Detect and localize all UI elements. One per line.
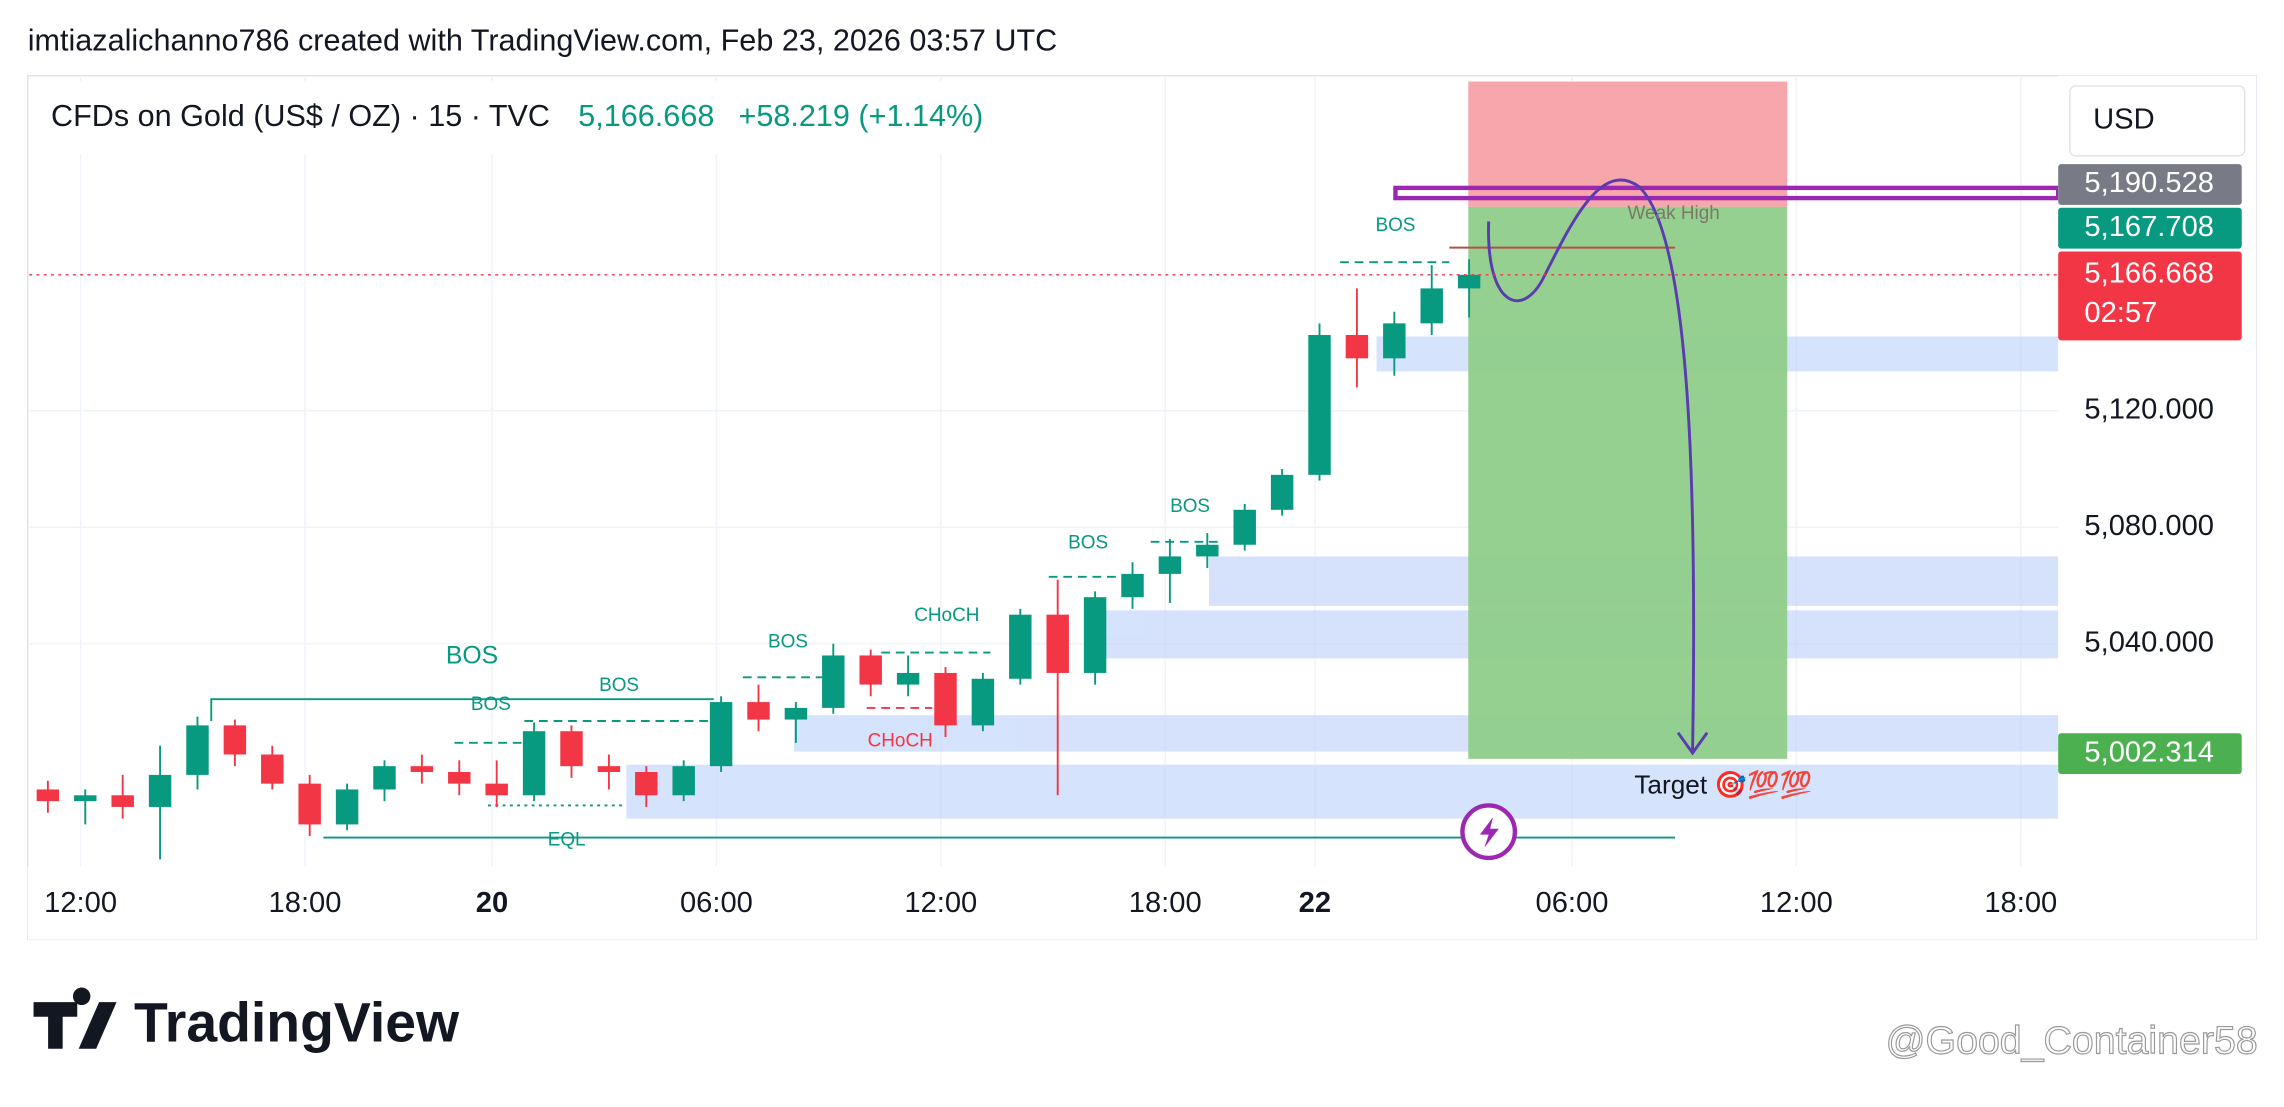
- candle-body: [822, 655, 845, 708]
- legend-bg: [29, 81, 1049, 155]
- candle-body: [560, 731, 583, 767]
- y-tick-label: 5,040.000: [2084, 626, 2214, 658]
- currency[interactable]: USD: [2093, 104, 2155, 136]
- line: [210, 698, 714, 722]
- y-tick-label: 5,080.000: [2084, 510, 2214, 542]
- candle-body: [747, 702, 770, 720]
- candle-body: [971, 678, 995, 726]
- watermark: @Good_Container58: [1886, 1018, 2258, 1062]
- candle-body: [1083, 597, 1107, 673]
- time-axis-bg: [27, 866, 2059, 940]
- candle-body: [148, 774, 172, 807]
- price-label: 5,190.528: [2084, 167, 2214, 199]
- projection-arrow: [1487, 178, 1709, 756]
- candle-body: [448, 771, 471, 784]
- price-label: 5,167.708: [2084, 211, 2214, 243]
- annotations: BOS BOS BOS BOS CHoCH CHoCH BOS BOS BOS …: [446, 203, 1812, 850]
- price-label-box: [2058, 164, 2242, 205]
- candle-body: [597, 766, 621, 772]
- symbol-last: 5,166.668: [578, 99, 714, 133]
- credit: imtiazalichanno786 created with TradingV…: [28, 23, 1058, 57]
- annotation: Weak High: [1628, 203, 1720, 224]
- countdown: 02:57: [2084, 297, 2157, 329]
- x-tick-label: 18:00: [1984, 887, 2057, 919]
- annotation: BOS: [446, 642, 498, 669]
- x-tick-label: 18:00: [269, 887, 342, 919]
- candle-body: [1383, 323, 1406, 359]
- candle-body: [1457, 274, 1481, 289]
- x-tick-label: 18:00: [1129, 887, 1202, 919]
- zone: [793, 715, 2059, 752]
- annotation: BOS: [1170, 496, 1210, 517]
- candle-body: [522, 731, 546, 796]
- candle-body: [111, 795, 134, 807]
- candle-body: [335, 789, 359, 825]
- candle-body: [74, 795, 97, 802]
- candle-body: [896, 672, 920, 685]
- candle-body: [1270, 474, 1294, 510]
- annotation: CHoCH: [914, 605, 979, 626]
- candle-body: [36, 789, 60, 802]
- axes: 12:00 18:00 20 06:00 12:00 18:00 22 06:00 12:00 1…: [29, 164, 2242, 919]
- x-tick-label: 06:00: [680, 887, 753, 919]
- candle-body: [373, 766, 396, 790]
- candle-body: [784, 707, 808, 720]
- candle-body: [635, 771, 658, 796]
- candle-body: [298, 783, 321, 825]
- y-tick-label: 5,120.000: [2084, 393, 2214, 425]
- candle-body: [1196, 544, 1219, 557]
- candle-body: [1158, 556, 1182, 574]
- annotation: BOS: [768, 631, 808, 652]
- candle-body: [934, 672, 957, 726]
- candle-body: [1121, 573, 1144, 598]
- structure-lines: [210, 246, 1676, 839]
- candle-body: [859, 655, 882, 685]
- annotation: BOS: [599, 675, 639, 696]
- currency-button[interactable]: [2069, 85, 2246, 157]
- x-tick-label: 20: [476, 887, 508, 919]
- annotation: BOS: [1068, 532, 1108, 553]
- annotation: BOS: [1375, 215, 1415, 236]
- bolt: [1479, 817, 1499, 848]
- x-tick-label: 06:00: [1536, 887, 1609, 919]
- x-tick-label: 12:00: [904, 887, 977, 919]
- logo-mark: [33, 987, 117, 1049]
- annotation: CHoCH: [868, 730, 933, 751]
- candle-body: [1009, 614, 1032, 679]
- x-tick-label: 22: [1299, 887, 1331, 919]
- candle-body: [223, 725, 247, 755]
- price-label-box: [2058, 251, 2242, 341]
- candle-body: [1345, 335, 1369, 359]
- candle-body: [1046, 614, 1069, 673]
- price-axis-bg: [2058, 75, 2257, 940]
- zone: [626, 764, 2059, 819]
- candle-body: [410, 766, 434, 772]
- symbol-change: +58.219 (+1.14%): [739, 99, 984, 133]
- symbol-name: CFDs on Gold (US$ / OZ) · 15 · TVC: [51, 99, 550, 133]
- candle-body: [672, 766, 695, 796]
- price-label: 5,002.314: [2084, 736, 2214, 768]
- annotation: BOS: [471, 694, 511, 715]
- x-tick-label: 12:00: [44, 887, 117, 919]
- x-tick-label: 12:00: [1760, 887, 1833, 919]
- candle-body: [186, 725, 209, 775]
- candle-body: [1233, 509, 1256, 545]
- candle-body: [261, 754, 284, 784]
- price-label: 5,166.668: [2084, 257, 2214, 289]
- annotation: EQL: [548, 829, 586, 850]
- price-label-box: [2058, 207, 2242, 249]
- candles: [36, 259, 1481, 860]
- candle-body: [1308, 335, 1331, 475]
- target-zone: [1468, 206, 1788, 759]
- price-label-box: [2058, 733, 2242, 774]
- candle-body: [709, 702, 733, 767]
- logo: TradingView: [134, 992, 460, 1054]
- target-label: Target 🎯💯💯: [1634, 769, 1812, 799]
- candle-body: [485, 783, 508, 796]
- candle-body: [1420, 288, 1443, 324]
